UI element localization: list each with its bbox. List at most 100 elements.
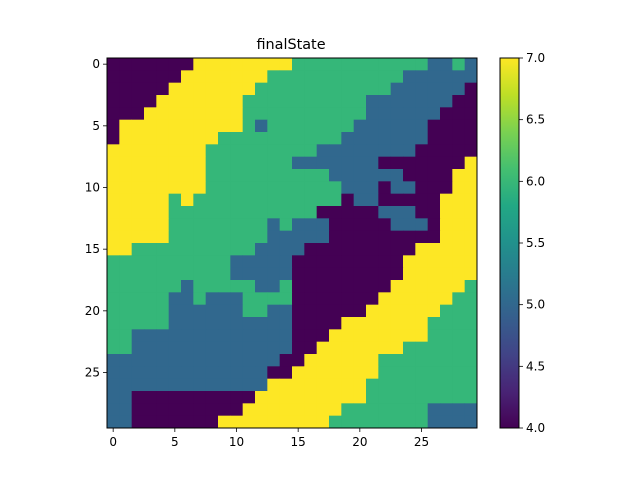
heatmap-cell (440, 292, 453, 306)
heatmap-cell (131, 206, 145, 219)
heatmap-cell (304, 156, 318, 170)
heatmap-cell (119, 218, 133, 232)
heatmap-cell (464, 267, 478, 281)
heatmap-cell (218, 329, 231, 343)
heatmap-cell (107, 304, 120, 318)
heatmap-cell (267, 292, 281, 306)
heatmap-cell (279, 218, 293, 232)
heatmap-cell (292, 70, 305, 84)
heatmap-cell (427, 132, 441, 145)
heatmap-cell (378, 329, 392, 343)
heatmap-cell (230, 391, 244, 404)
heatmap-cell (242, 95, 256, 108)
heatmap-cell (403, 366, 416, 380)
heatmap-cell (415, 391, 429, 404)
heatmap-cell (440, 58, 453, 71)
heatmap-cell (230, 156, 244, 170)
heatmap-cell (366, 317, 379, 330)
heatmap-cell (440, 119, 453, 133)
heatmap-cell (107, 107, 120, 121)
heatmap-cell (218, 82, 231, 96)
heatmap-cell (403, 391, 416, 404)
heatmap-cell (440, 317, 453, 330)
heatmap-cell (131, 317, 145, 330)
heatmap-cell (255, 95, 268, 108)
heatmap-cell (168, 230, 182, 244)
heatmap-cell (255, 230, 268, 244)
heatmap-cell (242, 403, 256, 417)
heatmap-cell (181, 354, 194, 367)
heatmap-cell (181, 304, 194, 318)
heatmap-cell (107, 181, 120, 195)
heatmap-cell (131, 58, 145, 71)
heatmap-cell (279, 156, 293, 170)
heatmap-cell (464, 193, 478, 207)
colorbar-tick-label: 5.5 (526, 236, 545, 250)
heatmap-cell (341, 58, 355, 71)
heatmap-cell (267, 378, 281, 392)
heatmap-cell (279, 255, 293, 269)
heatmap-cell (316, 82, 330, 96)
heatmap-cell (144, 119, 157, 133)
heatmap-cell (181, 366, 194, 380)
heatmap-cell (168, 70, 182, 84)
heatmap-cell (131, 280, 145, 293)
heatmap-cell (156, 415, 170, 429)
heatmap-cell (366, 391, 379, 404)
x-tick-label: 15 (291, 435, 306, 449)
heatmap-cell (366, 119, 379, 133)
heatmap-cell (156, 107, 170, 121)
heatmap-cell (218, 169, 231, 182)
heatmap-cell (390, 403, 404, 417)
heatmap-cell (107, 292, 120, 306)
heatmap-cell (242, 366, 256, 380)
heatmap-cell (452, 218, 466, 232)
heatmap-cell (119, 317, 133, 330)
heatmap-cell (255, 267, 268, 281)
heatmap-cell (304, 391, 318, 404)
heatmap-cell (131, 82, 145, 96)
heatmap-cell (230, 144, 244, 158)
heatmap-cell (205, 70, 219, 84)
heatmap-cell (279, 230, 293, 244)
heatmap-cell (440, 255, 453, 269)
heatmap-cell (255, 354, 268, 367)
heatmap-cell (131, 292, 145, 306)
heatmap-cell (452, 169, 466, 182)
heatmap-cell (119, 156, 133, 170)
heatmap-cell (353, 95, 367, 108)
heatmap-cell (353, 391, 367, 404)
heatmap-cell (131, 181, 145, 195)
heatmap-cell (144, 218, 157, 232)
heatmap-cell (230, 70, 244, 84)
heatmap-cell (452, 391, 466, 404)
heatmap-cell (218, 193, 231, 207)
heatmap-cell (353, 206, 367, 219)
heatmap-cell (205, 280, 219, 293)
heatmap-cell (378, 206, 392, 219)
heatmap-cell (390, 230, 404, 244)
heatmap-cell (464, 354, 478, 367)
heatmap-cell (329, 181, 342, 195)
heatmap-cell (107, 366, 120, 380)
heatmap-cell (193, 70, 207, 84)
heatmap-cell (316, 415, 330, 429)
heatmap-cell (230, 95, 244, 108)
heatmap-cell (304, 354, 318, 367)
heatmap-cell (292, 82, 305, 96)
heatmap-cell (403, 132, 416, 145)
heatmap-cell (427, 181, 441, 195)
heatmap-cell (230, 403, 244, 417)
chart-title: finalState (256, 37, 325, 53)
heatmap-cell (168, 403, 182, 417)
heatmap-cell (255, 193, 268, 207)
heatmap-cell (131, 329, 145, 343)
heatmap-cell (464, 366, 478, 380)
heatmap-cell (119, 354, 133, 367)
heatmap-cell (181, 206, 194, 219)
heatmap-cell (415, 206, 429, 219)
heatmap-cell (403, 243, 416, 256)
heatmap-cell (144, 156, 157, 170)
heatmap-cell (316, 132, 330, 145)
heatmap-cell (279, 70, 293, 84)
